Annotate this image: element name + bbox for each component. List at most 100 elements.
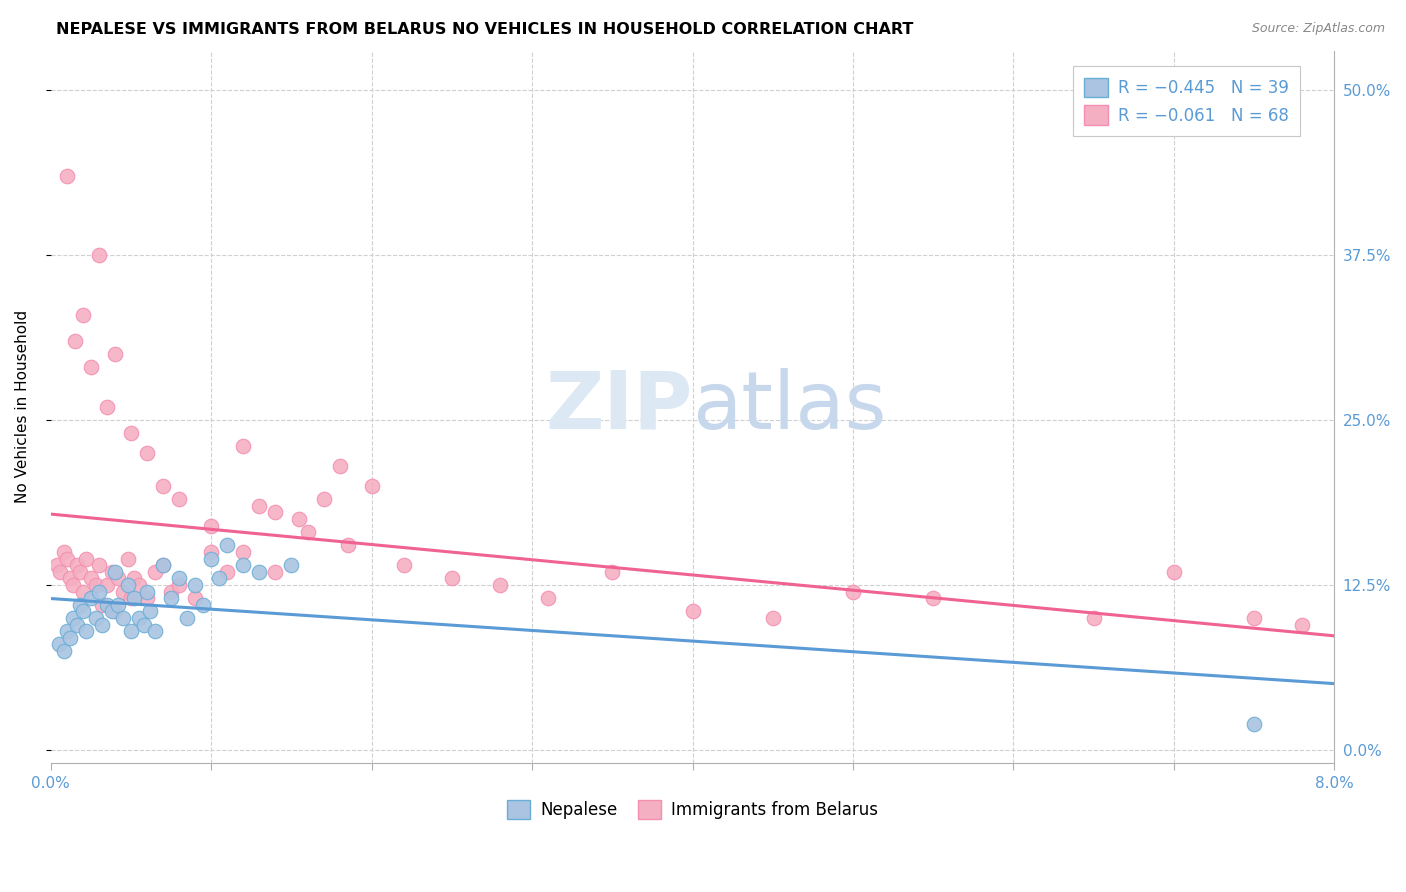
Point — [232, 545, 254, 559]
Text: atlas: atlas — [693, 368, 887, 446]
Point — [87, 248, 110, 262]
Point — [152, 479, 174, 493]
Point — [84, 578, 107, 592]
Point — [537, 591, 560, 606]
Point — [143, 565, 166, 579]
Point — [160, 591, 183, 606]
Point — [193, 598, 215, 612]
Point — [489, 578, 512, 592]
Point — [107, 571, 129, 585]
Point — [104, 347, 127, 361]
Point — [160, 584, 183, 599]
Point — [96, 400, 118, 414]
Point — [59, 571, 82, 585]
Point — [104, 565, 127, 579]
Point — [69, 598, 91, 612]
Text: NEPALESE VS IMMIGRANTS FROM BELARUS NO VEHICLES IN HOUSEHOLD CORRELATION CHART: NEPALESE VS IMMIGRANTS FROM BELARUS NO V… — [56, 22, 914, 37]
Point — [167, 492, 190, 507]
Point — [1163, 565, 1185, 579]
Point — [87, 584, 110, 599]
Point — [84, 611, 107, 625]
Point — [247, 565, 270, 579]
Point — [600, 565, 623, 579]
Point — [101, 604, 124, 618]
Point — [72, 604, 94, 618]
Point — [247, 499, 270, 513]
Point — [52, 644, 75, 658]
Point — [136, 446, 159, 460]
Point — [91, 598, 114, 612]
Point — [152, 558, 174, 573]
Point — [1243, 716, 1265, 731]
Point — [176, 611, 198, 625]
Point — [46, 558, 69, 573]
Point — [72, 584, 94, 599]
Point — [217, 565, 239, 579]
Legend: Nepalese, Immigrants from Belarus: Nepalese, Immigrants from Belarus — [501, 794, 884, 826]
Point — [922, 591, 945, 606]
Point — [232, 440, 254, 454]
Point — [136, 591, 159, 606]
Point — [1083, 611, 1105, 625]
Point — [56, 169, 79, 183]
Point — [65, 558, 87, 573]
Point — [96, 598, 118, 612]
Point — [63, 334, 86, 348]
Point — [184, 578, 207, 592]
Point — [200, 518, 222, 533]
Point — [111, 584, 134, 599]
Point — [312, 492, 335, 507]
Point — [336, 538, 359, 552]
Point — [232, 558, 254, 573]
Point — [682, 604, 704, 618]
Point — [360, 479, 382, 493]
Point — [200, 545, 222, 559]
Point — [167, 578, 190, 592]
Point — [1243, 611, 1265, 625]
Point — [107, 598, 129, 612]
Point — [120, 426, 142, 441]
Point — [52, 545, 75, 559]
Point — [132, 617, 155, 632]
Point — [56, 551, 79, 566]
Point — [80, 360, 103, 375]
Point — [96, 578, 118, 592]
Point — [69, 565, 91, 579]
Point — [91, 617, 114, 632]
Point — [136, 584, 159, 599]
Point — [75, 624, 97, 639]
Point — [65, 617, 87, 632]
Point — [217, 538, 239, 552]
Point — [56, 624, 79, 639]
Point — [62, 611, 84, 625]
Point — [842, 584, 865, 599]
Point — [117, 551, 139, 566]
Point — [62, 578, 84, 592]
Point — [111, 611, 134, 625]
Point — [101, 565, 124, 579]
Y-axis label: No Vehicles in Household: No Vehicles in Household — [15, 310, 30, 503]
Point — [72, 308, 94, 322]
Point — [167, 571, 190, 585]
Point — [128, 611, 150, 625]
Point — [392, 558, 415, 573]
Point — [120, 591, 142, 606]
Point — [200, 551, 222, 566]
Point — [288, 512, 311, 526]
Point — [59, 631, 82, 645]
Point — [184, 591, 207, 606]
Point — [122, 571, 145, 585]
Point — [122, 591, 145, 606]
Point — [120, 624, 142, 639]
Point — [48, 637, 70, 651]
Point — [117, 578, 139, 592]
Point — [104, 604, 127, 618]
Point — [208, 571, 231, 585]
Point — [128, 578, 150, 592]
Point — [143, 624, 166, 639]
Point — [80, 591, 103, 606]
Point — [1291, 617, 1313, 632]
Point — [329, 459, 352, 474]
Point — [80, 571, 103, 585]
Point — [297, 525, 319, 540]
